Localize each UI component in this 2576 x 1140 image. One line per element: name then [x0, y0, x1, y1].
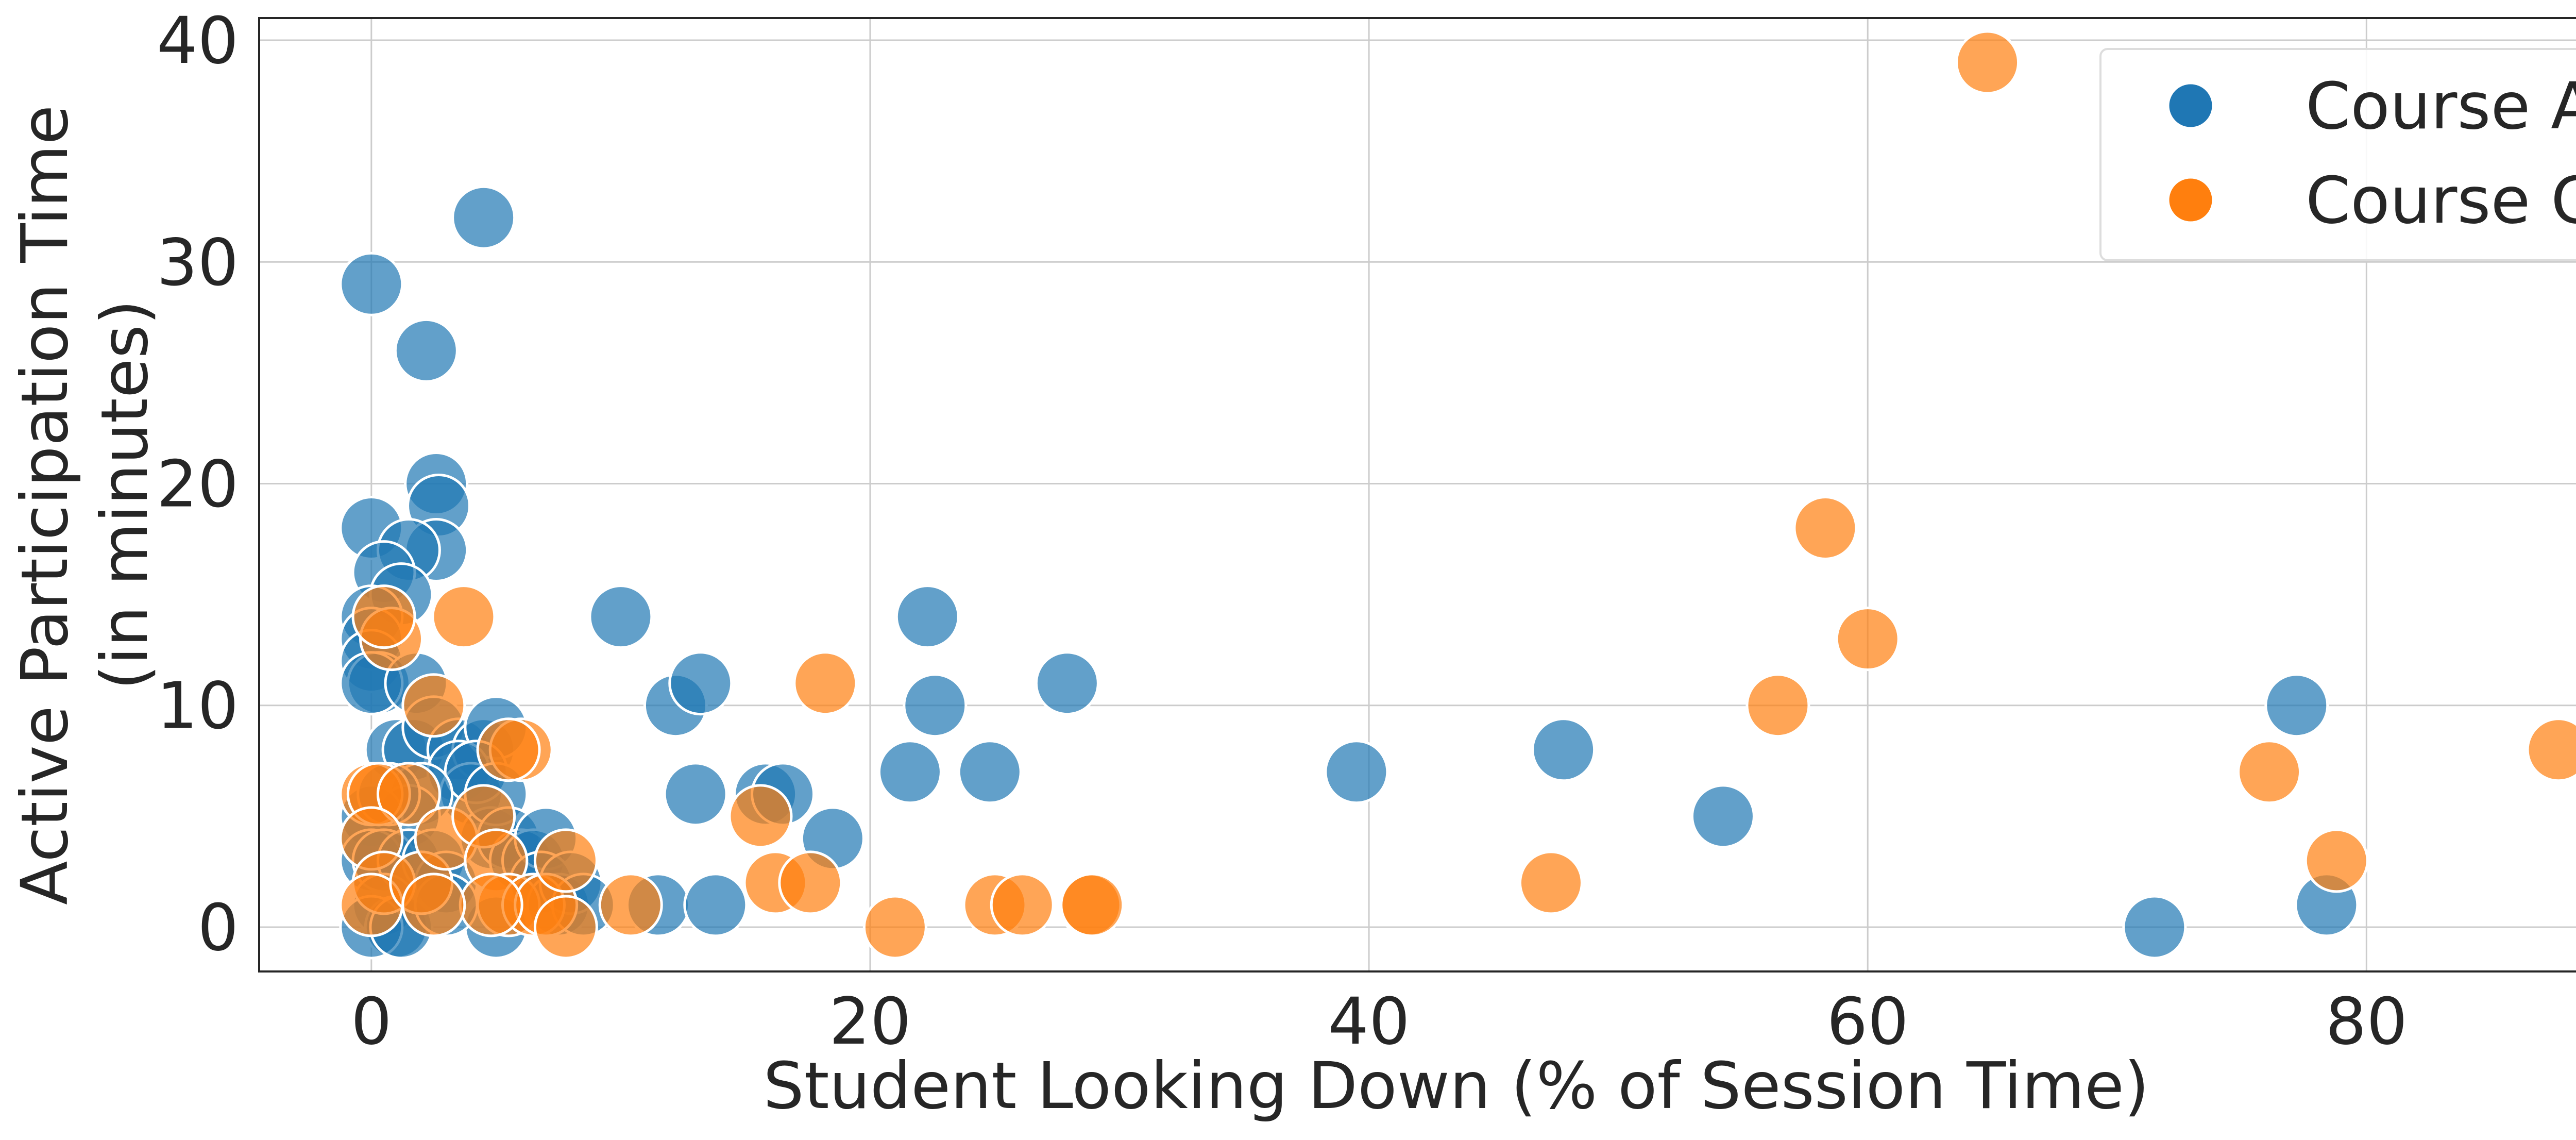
data-point: [903, 673, 968, 738]
data-point: [2237, 740, 2302, 804]
data-point: [459, 873, 523, 937]
data-point: [401, 873, 466, 937]
data-point: [1518, 850, 1583, 915]
data-point: [2122, 895, 2187, 960]
data-point: [598, 873, 663, 937]
data-point: [793, 651, 858, 716]
legend-label-course-c: Course C: [2306, 163, 2576, 238]
legend-marker-course-c: [2166, 176, 2215, 224]
y-axis-title: Active Participation Time (in minutes): [8, 85, 162, 905]
data-point: [990, 873, 1055, 937]
legend: Course A Course C: [2099, 48, 2576, 261]
data-point: [668, 651, 733, 716]
data-point: [728, 784, 793, 849]
data-point: [431, 584, 496, 649]
data-point: [476, 717, 541, 782]
plot-frame: [258, 17, 2576, 973]
data-point: [394, 318, 459, 383]
legend-label-course-a: Course A: [2306, 69, 2576, 144]
data-point: [339, 252, 404, 316]
series-course-c: [339, 30, 2576, 960]
data-point: [376, 762, 441, 827]
data-point: [1324, 740, 1389, 804]
data-point: [862, 895, 927, 960]
data-point: [1955, 30, 2020, 95]
data-point: [1531, 717, 1596, 782]
data-point: [895, 584, 960, 649]
x-tick-label: 60: [1827, 984, 1909, 1059]
data-point: [2526, 717, 2576, 782]
y-tick-label: 20: [157, 447, 239, 522]
y-tick-label: 0: [197, 891, 239, 965]
y-tick-label: 30: [157, 225, 239, 300]
data-point: [1690, 784, 1755, 849]
tick-labels: 0 20 40 60 80 0 10 20 30 40: [157, 4, 2408, 1059]
data-point: [588, 584, 653, 649]
legend-box: [2099, 48, 2576, 261]
y-axis-title-line-1: Active Participation Time: [8, 105, 82, 905]
data-point: [1060, 873, 1125, 937]
data-point: [683, 873, 748, 937]
data-point: [401, 673, 466, 738]
data-point: [2304, 828, 2369, 893]
data-point: [877, 740, 942, 804]
y-axis-title-line-2: (in minutes): [88, 299, 162, 690]
data-point: [351, 584, 416, 649]
data-point: [533, 895, 598, 960]
x-tick-label: 0: [351, 984, 392, 1059]
x-tick-label: 20: [829, 984, 911, 1059]
data-point: [663, 762, 728, 827]
data-point: [1035, 651, 1099, 716]
data-point: [451, 185, 516, 250]
x-tick-label: 80: [2326, 984, 2408, 1059]
data-point: [1793, 496, 1858, 561]
data-points: [339, 30, 2576, 960]
data-point: [1835, 607, 1900, 672]
x-axis-title: Student Looking Down (% of Session Time): [763, 1049, 2149, 1124]
data-point: [1745, 673, 1810, 738]
data-point: [533, 828, 598, 893]
data-point: [778, 850, 843, 915]
data-point: [2264, 673, 2329, 738]
y-tick-label: 10: [157, 669, 239, 744]
grid: [259, 18, 2576, 971]
data-point: [957, 740, 1022, 804]
legend-marker-course-a: [2166, 81, 2215, 130]
y-tick-label: 40: [157, 4, 239, 78]
x-tick-label: 40: [1328, 984, 1410, 1059]
